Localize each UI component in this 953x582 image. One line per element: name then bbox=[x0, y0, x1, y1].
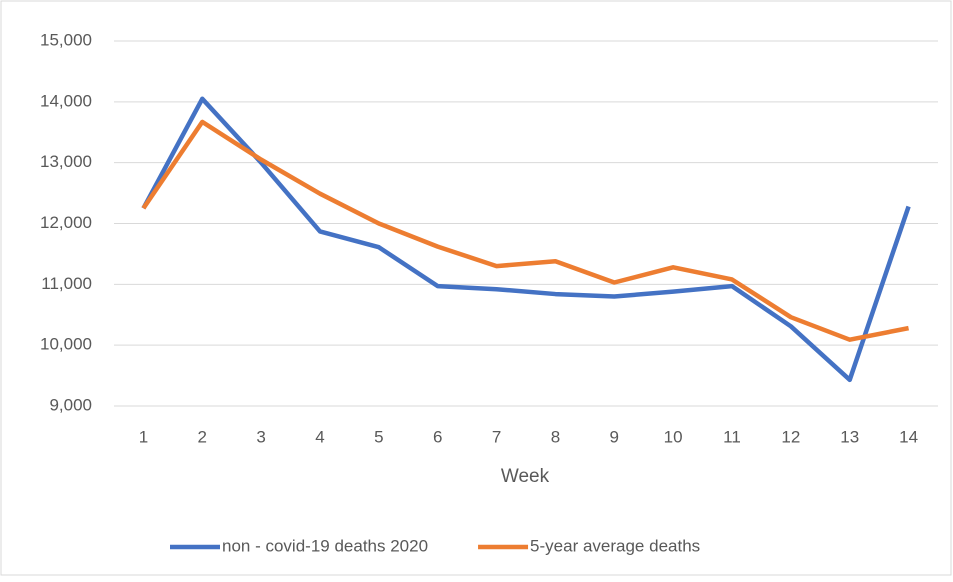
x-tick-label: 4 bbox=[315, 427, 324, 446]
x-tick-label: 5 bbox=[374, 427, 383, 446]
x-tick-label: 8 bbox=[551, 427, 560, 446]
x-tick-label: 12 bbox=[781, 427, 800, 446]
x-tick-label: 9 bbox=[610, 427, 619, 446]
x-tick-label: 2 bbox=[198, 427, 207, 446]
x-tick-label: 11 bbox=[723, 427, 741, 446]
y-tick-label: 9,000 bbox=[49, 395, 92, 414]
legend-label: non - covid-19 deaths 2020 bbox=[222, 536, 428, 555]
x-tick-label: 13 bbox=[840, 427, 859, 446]
x-tick-label: 1 bbox=[139, 427, 148, 446]
y-tick-label: 10,000 bbox=[40, 335, 92, 354]
y-tick-label: 12,000 bbox=[40, 213, 92, 232]
y-tick-label: 14,000 bbox=[40, 91, 92, 110]
line-series bbox=[141, 96, 911, 383]
y-tick-label: 15,000 bbox=[40, 30, 92, 49]
x-axis-label: Week bbox=[501, 466, 550, 487]
x-tick-label: 10 bbox=[664, 427, 683, 446]
x-tick-label: 14 bbox=[899, 427, 918, 446]
y-tick-label: 13,000 bbox=[40, 152, 92, 171]
line-series bbox=[141, 119, 910, 342]
x-tick-label: 6 bbox=[433, 427, 442, 446]
x-tick-label: 3 bbox=[256, 427, 265, 446]
y-tick-label: 11,000 bbox=[41, 274, 92, 293]
x-tick-label: 7 bbox=[492, 427, 501, 446]
legend-label: 5-year average deaths bbox=[530, 536, 700, 555]
